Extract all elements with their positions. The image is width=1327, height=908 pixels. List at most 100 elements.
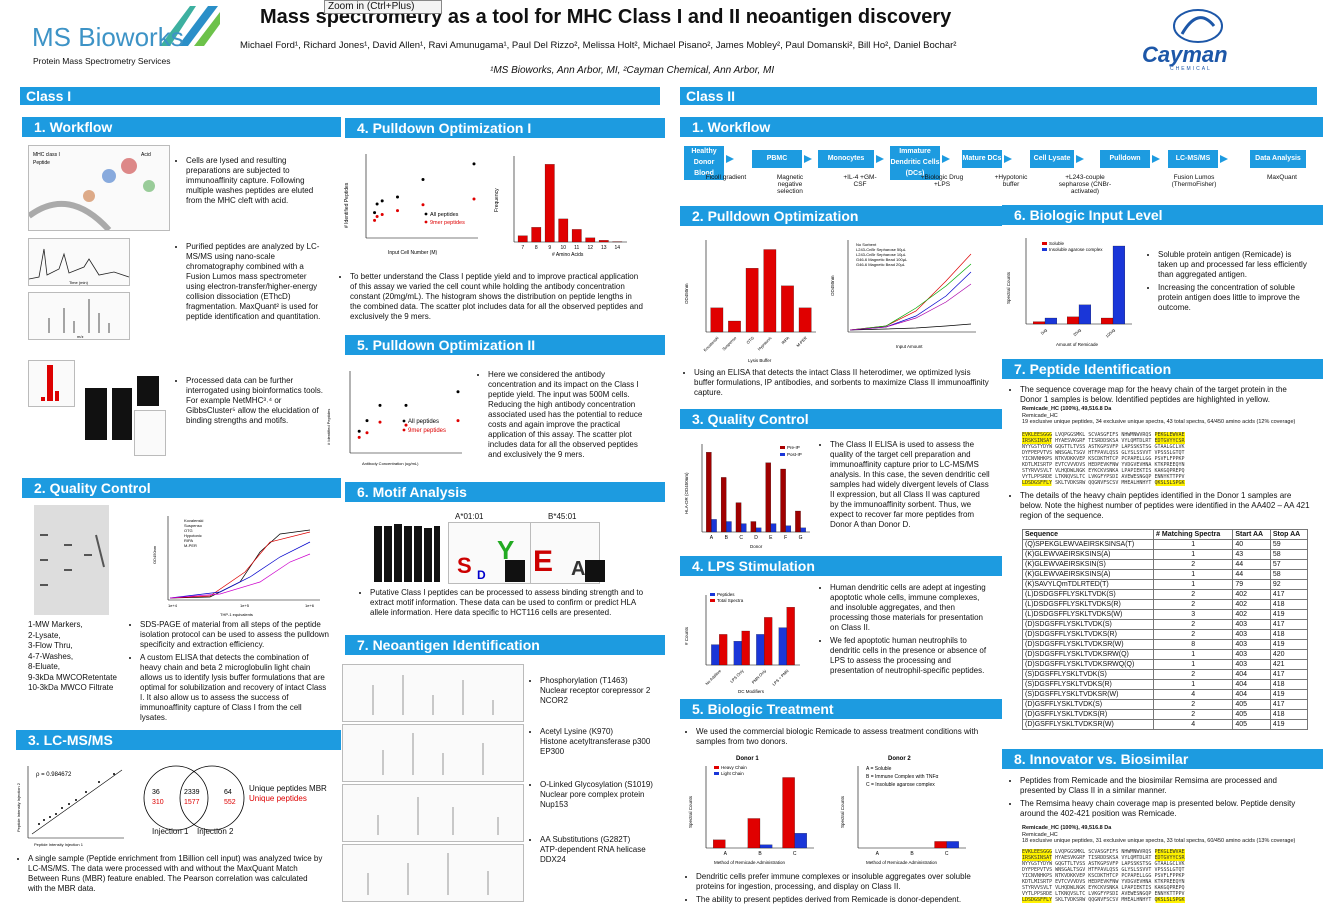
workflow-label-3: +Biologic Drug +LPS bbox=[916, 174, 968, 188]
table-cell: 1 bbox=[1154, 660, 1233, 670]
d2bars-bar-2-1 bbox=[947, 841, 959, 848]
spectrum-xlabel: m/z bbox=[77, 334, 83, 339]
sds-page-gel bbox=[34, 505, 109, 615]
motif-heatmap-small-1 bbox=[505, 560, 525, 582]
table-cell: (K)GLEWVAEIRSKSINS(A) bbox=[1023, 550, 1154, 560]
d1bars-tick-0: A bbox=[724, 851, 728, 857]
c2-pepid-intro: The sequence coverage map for the heavy … bbox=[1010, 385, 1310, 408]
workflow-arrow-6 bbox=[1152, 155, 1160, 163]
workflow-label-7: MaxQuant bbox=[1262, 174, 1302, 181]
donor-legend-post: Post-IP bbox=[787, 452, 802, 457]
c2-pepid-header: 7. Peptide Identification bbox=[1002, 359, 1323, 379]
table-cell: 419 bbox=[1270, 640, 1307, 650]
inputbars-tick-1: 20ug bbox=[1072, 327, 1082, 337]
table-cell: 2 bbox=[1154, 630, 1233, 640]
venn-legend-unique: Unique peptides bbox=[249, 794, 307, 804]
c2-input-text: Soluble protein antigen (Remicade) is ta… bbox=[1148, 250, 1311, 316]
d1-ylabel: Spectral Counts bbox=[688, 795, 693, 828]
lps-legend-spectra: Total Spectra bbox=[717, 598, 744, 603]
c2-pulldown-caption: Using an ELISA that detects the intact C… bbox=[684, 368, 989, 401]
table-cell: 1 bbox=[1154, 570, 1233, 580]
lpsbars-bar-1-0 bbox=[734, 641, 742, 665]
d2bars-tick-0: A bbox=[876, 851, 880, 857]
lpsbars-bar-0-0 bbox=[711, 645, 719, 665]
ms-bioworks-tagline: Protein Mass Spectrometry Services bbox=[33, 56, 170, 66]
venn-inj2-label: Injection 2 bbox=[197, 827, 233, 837]
lysisbars-bar-5-0 bbox=[799, 308, 811, 332]
svg-text:D: D bbox=[477, 568, 486, 582]
table-cell: 4 bbox=[1154, 690, 1233, 700]
motif-allele-2: B*45:01 bbox=[548, 512, 576, 522]
lpsbars-tick-2: PMN Only bbox=[751, 668, 767, 684]
c1-elisa-xlabel: THP-1 equivalents bbox=[220, 612, 253, 617]
c2-workflow-header: 1. Workflow bbox=[680, 117, 1323, 137]
biologic-key-b: B = Immune Complex with TNFα bbox=[866, 774, 939, 780]
lps-legend-peptides: Peptides bbox=[717, 592, 735, 597]
fig-label-mhc: MHC class I bbox=[33, 152, 60, 158]
donorbars-bar-4-1 bbox=[771, 524, 776, 532]
venn-right-red: 552 bbox=[224, 799, 236, 806]
table-cell: 2 bbox=[1154, 620, 1233, 630]
c2-innovator-header: 8. Innovator vs. Biosimilar bbox=[1002, 749, 1323, 769]
table-cell: 421 bbox=[1270, 660, 1307, 670]
table-cell: 403 bbox=[1233, 620, 1271, 630]
lysis-xlabel: Lysis Buffer bbox=[748, 358, 772, 363]
donorbars-tick-4: E bbox=[769, 535, 773, 541]
table-cell: 44 bbox=[1233, 560, 1271, 570]
sequence-line: LDSDGSFFLY SKLTVDKSRW QQGNVFSCSV MHEALHN… bbox=[1022, 480, 1185, 486]
fig-label-acid: Acid bbox=[141, 152, 151, 158]
col-stop: Stop AA bbox=[1270, 530, 1307, 540]
workflow-label-0: Ficoll gradient bbox=[700, 174, 752, 181]
table-cell: 1 bbox=[1154, 580, 1233, 590]
inputbars-bar-2-0 bbox=[1101, 318, 1113, 324]
chromatogram-xlabel: Time (min) bbox=[69, 280, 89, 285]
c2-qc-caption: The Class II ELISA is used to assess the… bbox=[820, 440, 990, 533]
col-sequence: Sequence bbox=[1023, 530, 1154, 540]
ms-bioworks-logo: MS Bioworks Protein Mass Spectrometry Se… bbox=[30, 6, 220, 70]
c1-workflow-text-1: Cells are lysed and resulting preparatio… bbox=[176, 156, 326, 209]
donorbars-tick-3: D bbox=[754, 535, 758, 541]
donorbars-bar-3-1 bbox=[756, 528, 761, 532]
sorbent-ylabel: OD450nm bbox=[830, 275, 835, 296]
histbars-tick-2: 9 bbox=[548, 245, 551, 251]
sorbent-line-chart: No Sorbent L243-CnBr Sepharose 50µL L243… bbox=[826, 236, 986, 354]
inputbars-tick-2: 100ug bbox=[1104, 327, 1115, 338]
pull1pts-point-0-0 bbox=[373, 211, 376, 214]
table-cell: 419 bbox=[1270, 690, 1307, 700]
pull2pts-point-0-2 bbox=[379, 404, 382, 407]
neo-spectrum-2 bbox=[342, 724, 524, 782]
mhc-capture-diagram: MHC class I Peptide Acid bbox=[28, 145, 170, 231]
class-ii-banner: Class II bbox=[680, 87, 1317, 105]
table-cell: 2 bbox=[1154, 590, 1233, 600]
table-cell: (K)GLEWVAEIRSKSIN(S) bbox=[1023, 560, 1154, 570]
table-cell: 420 bbox=[1270, 650, 1307, 660]
poster-affiliations: ¹MS Bioworks, Ann Arbor, MI, ²Cayman Che… bbox=[490, 65, 774, 76]
d2-ylabel: Spectral Counts bbox=[840, 795, 845, 828]
col-matching: # Matching Spectra bbox=[1154, 530, 1233, 540]
motif-heatmap-1 bbox=[85, 388, 107, 440]
cayman-name: Cayman bbox=[1142, 42, 1228, 68]
table-cell: 58 bbox=[1270, 570, 1307, 580]
inputbars-bar-2-1 bbox=[1113, 246, 1125, 324]
pull2pts-point-1-1 bbox=[366, 431, 369, 434]
input-xlabel: Amount of Remicade bbox=[1056, 342, 1099, 347]
table-cell: (K)SAVYLQmTDLRTED(T) bbox=[1023, 580, 1154, 590]
donorbars-bar-0-1 bbox=[711, 519, 716, 532]
sorbent-legend-4: G46-6 Magnetic Bead 20µL bbox=[856, 262, 906, 267]
c2-pulldown-header: 2. Pulldown Optimization bbox=[680, 206, 1002, 226]
pull1pts-point-1-0 bbox=[373, 219, 376, 222]
donorbars-bar-5-1 bbox=[786, 526, 791, 532]
table-cell: (Q)SPEKGLEWVAEIRSKSINSA(T) bbox=[1023, 540, 1154, 550]
table-cell: (D)SDGSFFLYSKLTVDKS(R) bbox=[1023, 630, 1154, 640]
table-cell: 404 bbox=[1233, 680, 1271, 690]
table-cell: 418 bbox=[1270, 680, 1307, 690]
coverage-map-header: Remicade_HC (100%), 49,516.8 Da Remicade… bbox=[1022, 406, 1312, 426]
c1-pull1-caption: To better understand the Class I peptide… bbox=[340, 272, 645, 325]
input-ylabel: Spectral Counts bbox=[1006, 271, 1011, 304]
d1-legend-light: Light Chain bbox=[721, 771, 744, 776]
